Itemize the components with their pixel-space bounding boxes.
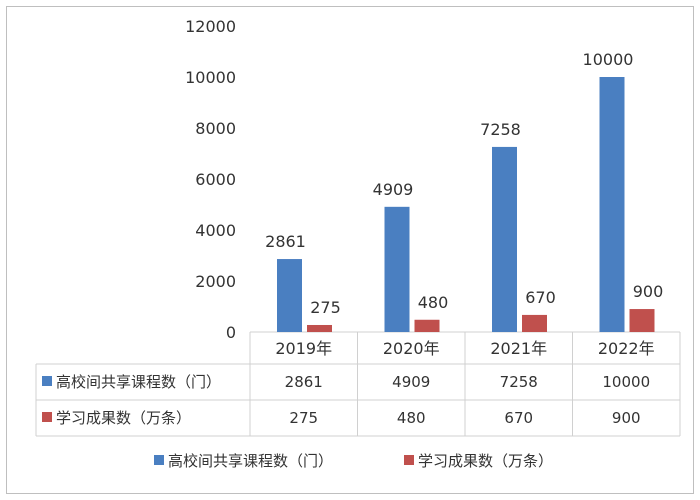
table-cell-value: 10000 — [602, 373, 650, 391]
bar-courses — [384, 206, 410, 332]
data-label: 480 — [418, 293, 449, 312]
bar-courses — [277, 259, 302, 332]
bar-results — [414, 319, 440, 332]
legend-label: 学习成果数（万条） — [418, 452, 553, 470]
legend-label: 高校间共享课程数（门） — [168, 452, 333, 470]
y-tick-label: 12000 — [185, 17, 236, 36]
chart-frame — [6, 6, 694, 494]
x-category-label: 2021年 — [490, 339, 547, 358]
bar-results — [307, 324, 332, 332]
y-tick-label: 6000 — [195, 170, 236, 189]
table-series-name: 学习成果数（万条） — [56, 409, 191, 427]
bar-courses — [492, 146, 517, 332]
table-series-name: 高校间共享课程数（门） — [56, 373, 221, 391]
y-tick-label: 0 — [226, 323, 236, 342]
data-label: 7258 — [480, 120, 521, 139]
x-category-label: 2022年 — [598, 339, 655, 358]
y-tick-label: 10000 — [185, 68, 236, 87]
y-tick-label: 8000 — [195, 119, 236, 138]
x-category-label: 2020年 — [383, 339, 440, 358]
data-label: 2861 — [265, 232, 306, 251]
data-label: 10000 — [583, 50, 634, 69]
table-cell-value: 480 — [397, 409, 426, 427]
table-legend-key — [42, 412, 52, 422]
x-category-label: 2019年 — [275, 339, 332, 358]
data-label: 670 — [525, 288, 556, 307]
table-cell-value: 7258 — [500, 373, 538, 391]
table-cell-value: 275 — [289, 409, 318, 427]
table-cell-value: 2861 — [285, 373, 323, 391]
table-legend-key — [42, 376, 52, 386]
bar-courses — [599, 77, 625, 332]
table-cell-value: 4909 — [392, 373, 430, 391]
bar-results — [629, 309, 655, 332]
legend-key — [404, 455, 414, 465]
data-label: 4909 — [373, 180, 414, 199]
table-cell-value: 670 — [504, 409, 533, 427]
bar-results — [522, 314, 547, 332]
y-tick-label: 4000 — [195, 221, 236, 240]
data-label: 900 — [633, 282, 664, 301]
data-label: 275 — [310, 298, 341, 317]
legend-key — [154, 455, 164, 465]
table-cell-value: 900 — [612, 409, 641, 427]
y-tick-label: 2000 — [195, 272, 236, 291]
